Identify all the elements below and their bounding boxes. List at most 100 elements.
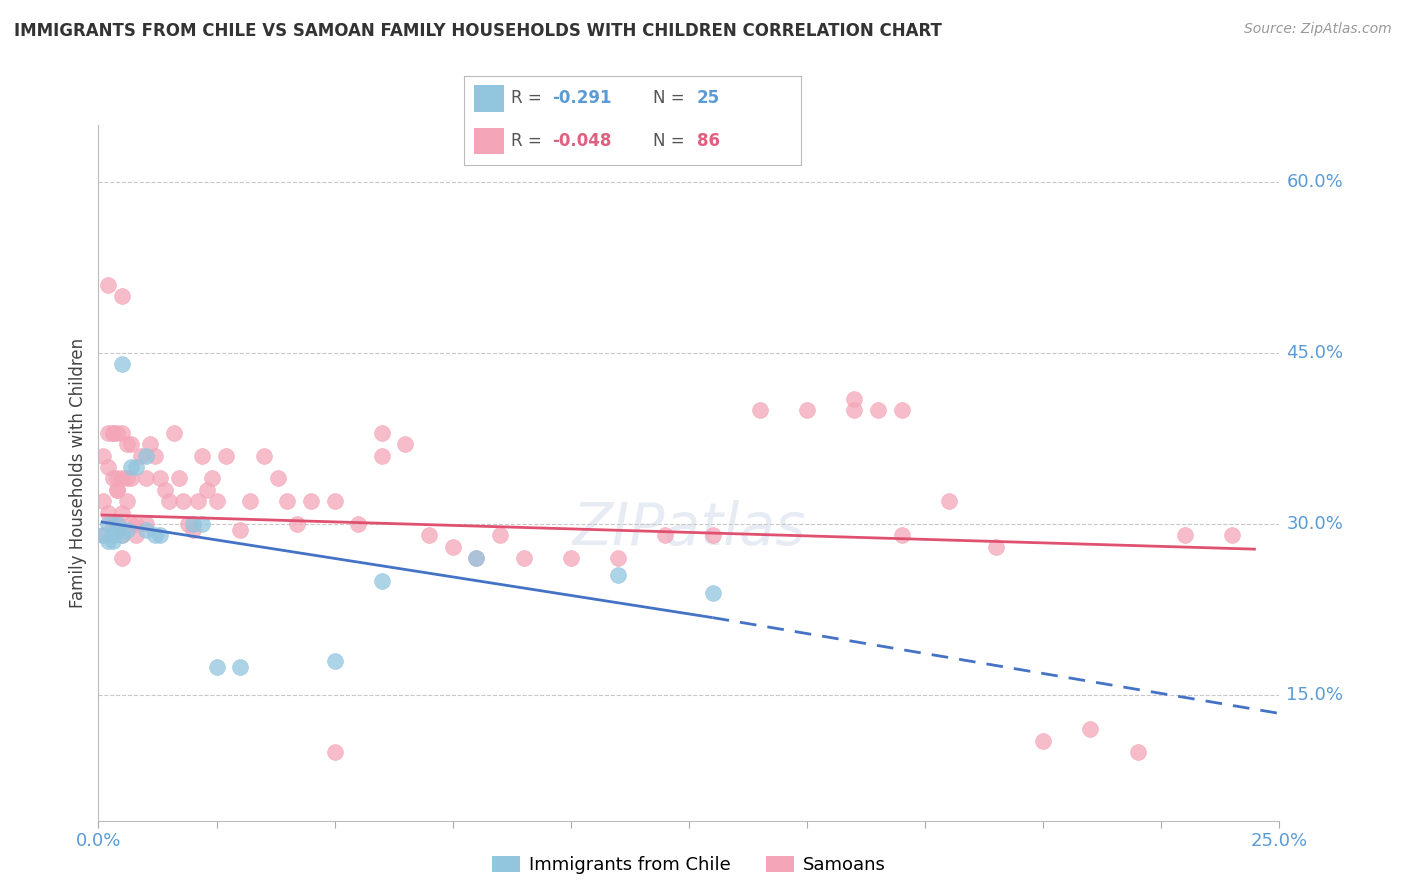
Point xyxy=(135,449,157,463)
Point xyxy=(121,517,143,532)
Point xyxy=(215,449,238,463)
Text: N =: N = xyxy=(652,89,690,107)
Point xyxy=(91,494,114,508)
Point xyxy=(115,437,138,451)
Point xyxy=(121,437,143,451)
Point xyxy=(129,449,152,463)
Point xyxy=(195,483,218,497)
Point xyxy=(191,517,214,532)
Point xyxy=(191,449,214,463)
Point xyxy=(371,425,394,440)
Point xyxy=(111,528,134,542)
Bar xyxy=(474,128,505,154)
Point xyxy=(181,523,204,537)
Point xyxy=(111,289,134,303)
Text: IMMIGRANTS FROM CHILE VS SAMOAN FAMILY HOUSEHOLDS WITH CHILDREN CORRELATION CHAR: IMMIGRANTS FROM CHILE VS SAMOAN FAMILY H… xyxy=(14,22,942,40)
Point xyxy=(97,534,120,549)
Text: R =: R = xyxy=(512,89,547,107)
Point xyxy=(105,517,128,532)
Text: 86: 86 xyxy=(697,132,720,150)
Point xyxy=(125,460,148,475)
Point xyxy=(1220,528,1243,542)
Point xyxy=(101,528,124,542)
Point xyxy=(323,654,346,668)
Point xyxy=(205,659,228,673)
Point xyxy=(890,403,912,417)
Point xyxy=(135,471,157,485)
Text: Source: ZipAtlas.com: Source: ZipAtlas.com xyxy=(1244,22,1392,37)
Point xyxy=(97,460,120,475)
Point xyxy=(560,551,582,566)
Point xyxy=(229,659,252,673)
Point xyxy=(101,425,124,440)
Point xyxy=(111,551,134,566)
Point xyxy=(984,540,1007,554)
Point xyxy=(121,460,143,475)
Point xyxy=(149,528,172,542)
Point xyxy=(163,425,186,440)
Point xyxy=(187,494,209,508)
Point xyxy=(135,517,157,532)
Point xyxy=(101,471,124,485)
Point xyxy=(177,517,200,532)
Text: 25: 25 xyxy=(697,89,720,107)
Point xyxy=(418,528,440,542)
Point xyxy=(253,449,276,463)
Point xyxy=(654,528,676,542)
Point xyxy=(105,425,128,440)
Point xyxy=(607,568,630,582)
Point xyxy=(105,517,128,532)
Point xyxy=(111,358,134,372)
Point xyxy=(97,517,120,532)
Point xyxy=(1126,745,1149,759)
Point xyxy=(465,551,488,566)
Bar xyxy=(474,85,505,112)
Point xyxy=(512,551,534,566)
Y-axis label: Family Households with Children: Family Households with Children xyxy=(69,338,87,607)
Text: N =: N = xyxy=(652,132,690,150)
Point xyxy=(748,403,770,417)
Point xyxy=(489,528,512,542)
Point xyxy=(115,471,138,485)
Text: 45.0%: 45.0% xyxy=(1286,344,1344,362)
Text: 30.0%: 30.0% xyxy=(1286,515,1343,533)
Point xyxy=(121,471,143,485)
Point xyxy=(323,494,346,508)
Point xyxy=(702,585,724,599)
Point xyxy=(105,483,128,497)
Point xyxy=(441,540,464,554)
Point xyxy=(371,574,394,588)
Point xyxy=(143,528,166,542)
Point xyxy=(101,534,124,549)
Point xyxy=(111,528,134,542)
Text: -0.048: -0.048 xyxy=(551,132,612,150)
Point xyxy=(181,517,204,532)
Point xyxy=(91,528,114,542)
Point xyxy=(267,471,290,485)
Point xyxy=(229,523,252,537)
Text: R =: R = xyxy=(512,132,547,150)
Point xyxy=(890,528,912,542)
Point xyxy=(205,494,228,508)
Point xyxy=(125,517,148,532)
Point xyxy=(239,494,262,508)
Point xyxy=(97,506,120,520)
Point xyxy=(115,523,138,537)
Point xyxy=(702,528,724,542)
Point xyxy=(866,403,889,417)
Text: ZIPatlas: ZIPatlas xyxy=(572,500,806,557)
Point xyxy=(135,523,157,537)
Point xyxy=(101,517,124,532)
Point xyxy=(143,449,166,463)
Point xyxy=(844,392,866,406)
Text: 15.0%: 15.0% xyxy=(1286,686,1344,704)
Point xyxy=(285,517,308,532)
Point xyxy=(844,403,866,417)
Point xyxy=(299,494,322,508)
Text: 60.0%: 60.0% xyxy=(1286,173,1343,191)
Point xyxy=(97,277,120,292)
Point xyxy=(157,494,180,508)
Point xyxy=(115,494,138,508)
Point xyxy=(105,471,128,485)
Point xyxy=(323,745,346,759)
